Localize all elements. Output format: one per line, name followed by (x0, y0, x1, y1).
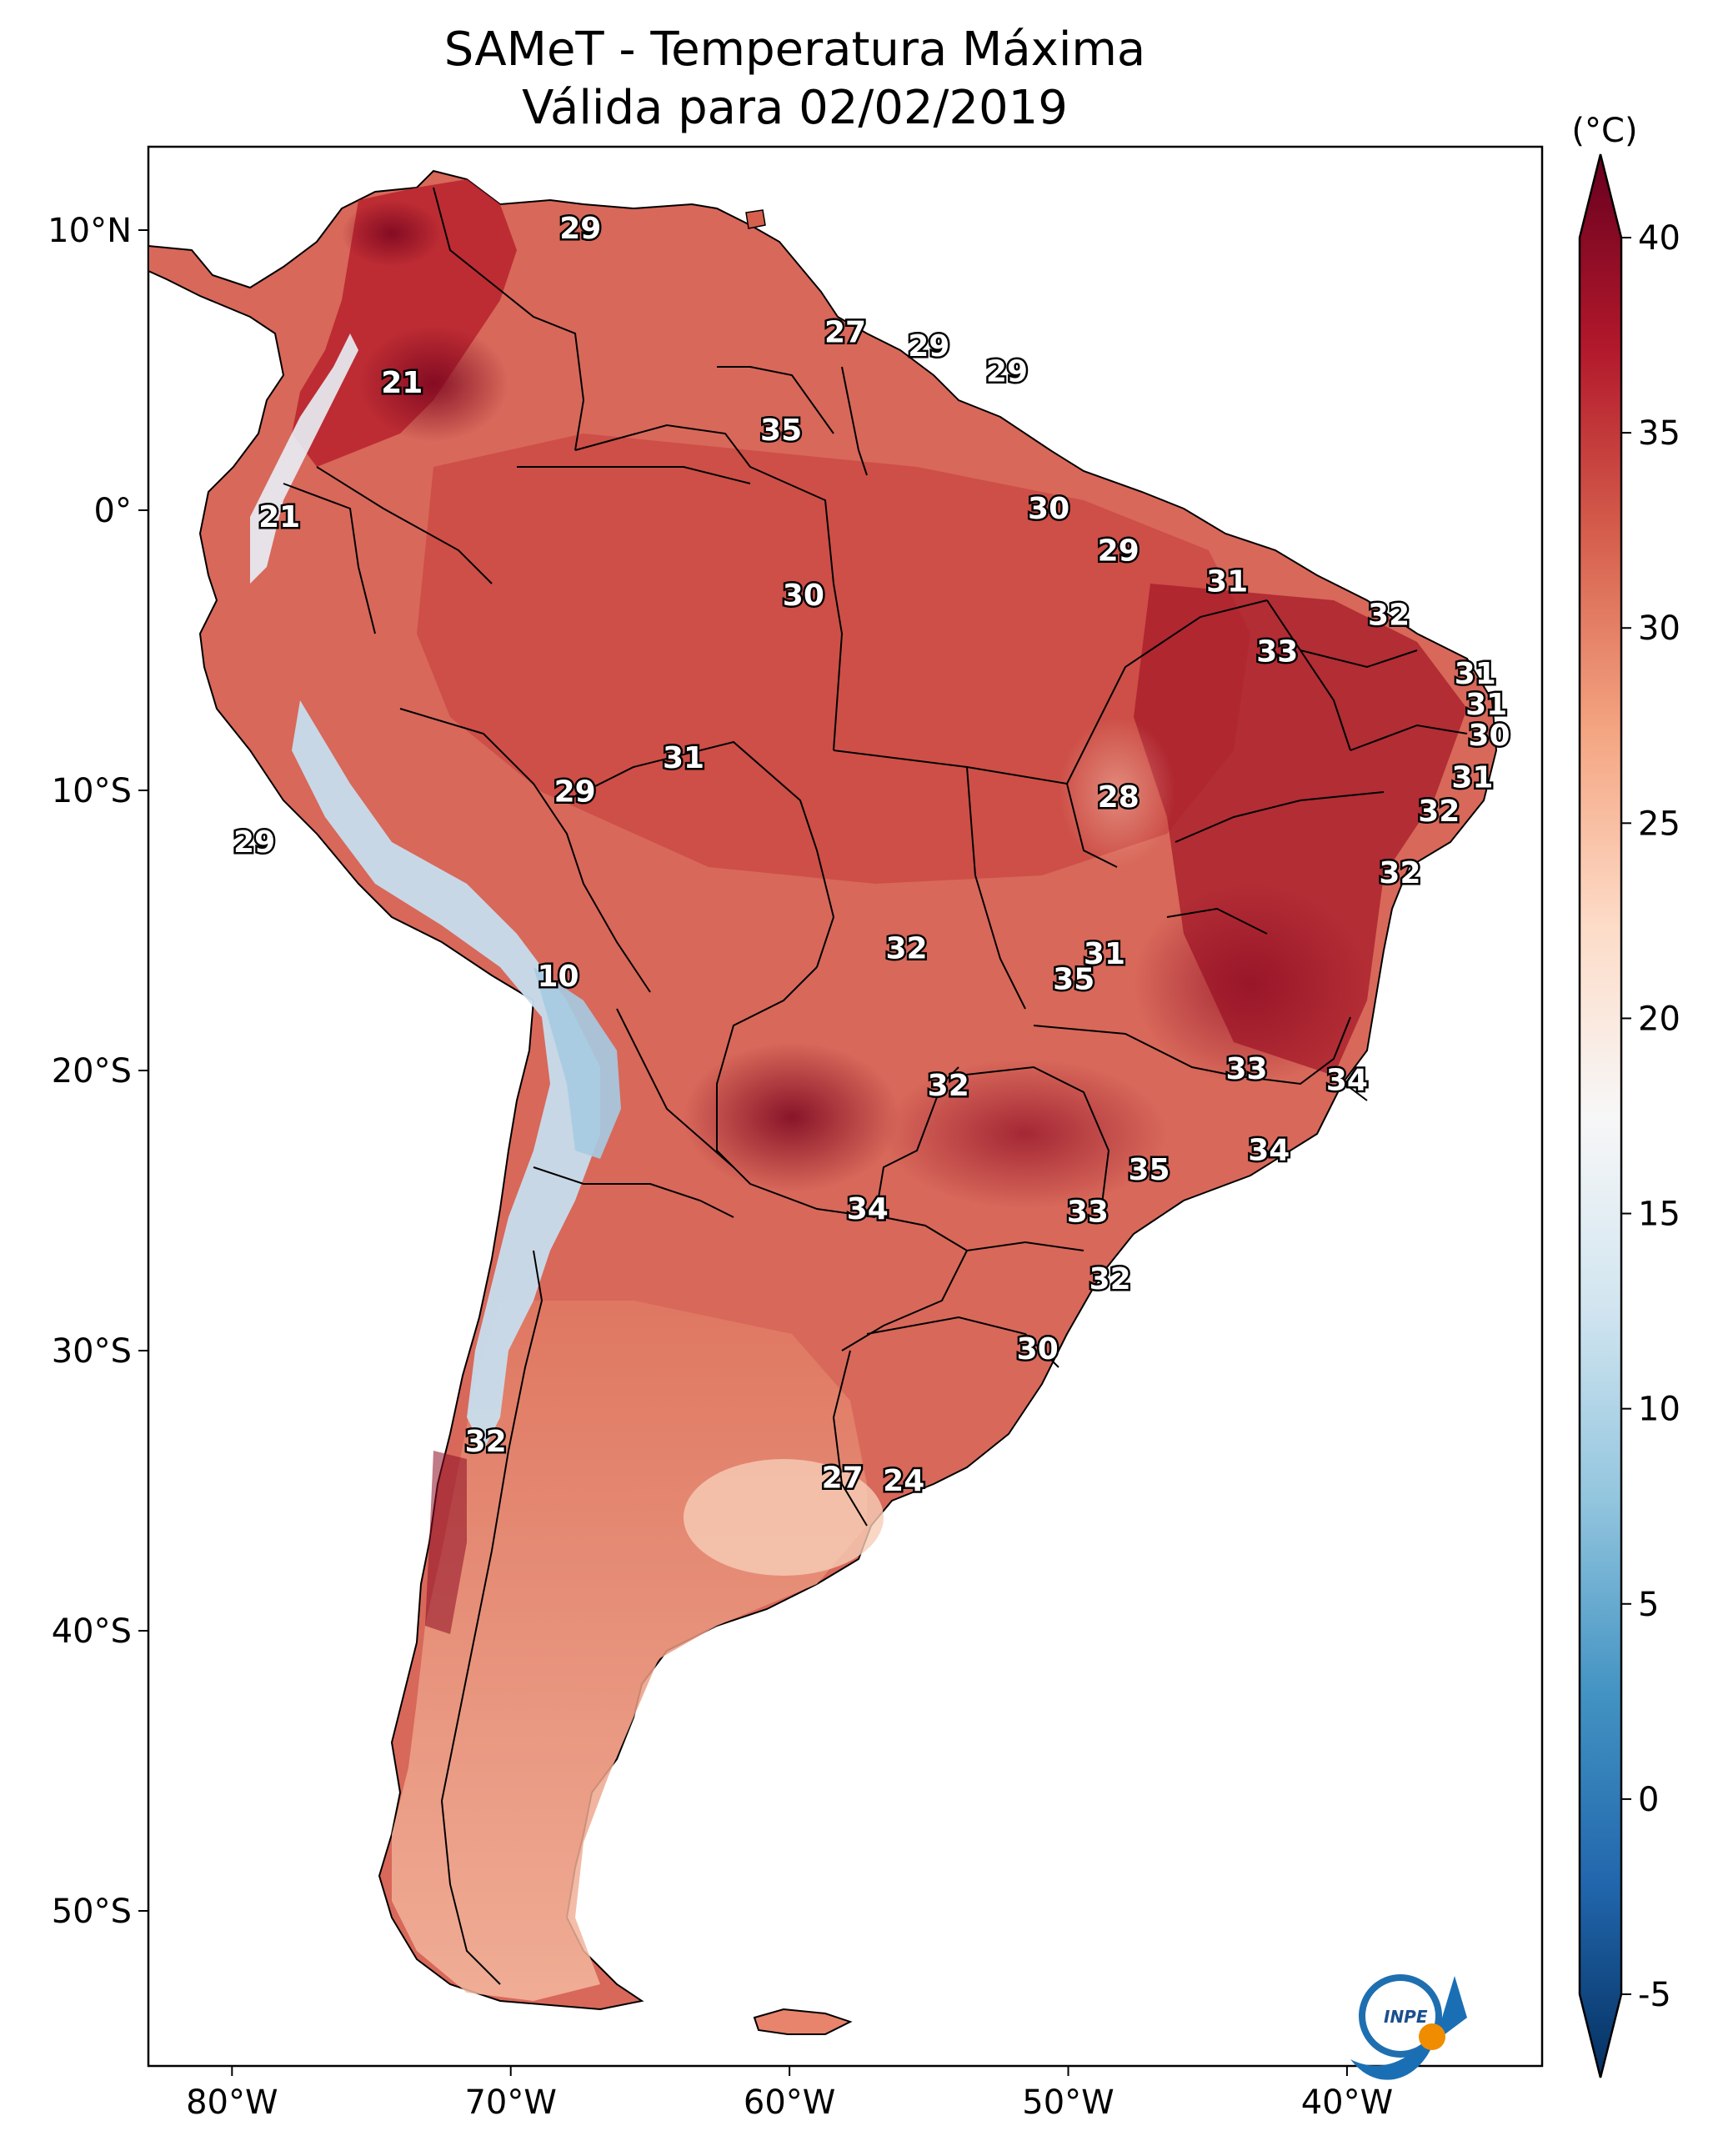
temperature-label: 29 (1098, 534, 1139, 568)
temperature-label: 30 (783, 579, 824, 613)
temperature-label: 28 (1098, 780, 1139, 815)
tocantins-cool (1059, 717, 1175, 867)
temperature-label: 32 (1418, 795, 1460, 829)
north-hot-band (292, 179, 517, 467)
lat-tick-label: 10°S (52, 772, 132, 810)
temperature-label: 34 (847, 1192, 889, 1226)
temperature-label: 35 (1053, 962, 1094, 996)
logo-text: INPE (1384, 2007, 1428, 2027)
lon-tick-label: 40°W (1301, 2083, 1393, 2122)
colorbar-body (1578, 153, 1623, 2078)
maracaibo-hotspot (342, 200, 442, 267)
colorbar-unit-label: (°C) (1571, 112, 1637, 150)
minas-hotspot (1134, 884, 1367, 1084)
altiplano-cold (533, 967, 621, 1159)
temperature-label: 32 (928, 1069, 969, 1103)
temperature-label: 30 (1017, 1332, 1059, 1366)
central-chile-hot (425, 1451, 467, 1634)
lat-tick-label: 50°S (52, 1893, 132, 1931)
colorbar-tick-label: 35 (1638, 414, 1680, 453)
temperature-label: 34 (1248, 1133, 1290, 1167)
temperature-label: 29 (554, 775, 596, 809)
temperature-label: 31 (1206, 564, 1248, 599)
temperature-label: 30 (1468, 719, 1510, 753)
colorbar: (°C) 40 35 30 25 20 15 10 5 0 -5 (1571, 112, 1680, 2078)
temperature-label: 32 (465, 1425, 507, 1459)
colorbar-tick-label: 25 (1638, 805, 1680, 843)
temperature-label: 30 (1028, 492, 1069, 526)
trinidad-island (745, 209, 766, 229)
colorbar-tick-label: 0 (1638, 1781, 1659, 1819)
temperature-label: 32 (1379, 856, 1420, 890)
country-borders (283, 187, 1468, 1985)
temperature-label: 32 (886, 932, 928, 966)
temperature-label: 10 (538, 960, 579, 994)
logo-ring (1359, 1974, 1442, 2058)
temperature-label: 32 (1089, 1262, 1131, 1296)
temperature-label: 29 (986, 354, 1028, 389)
chart-title-line2: Válida para 02/02/2019 (522, 81, 1068, 135)
colorbar-tick-label: 20 (1638, 1000, 1680, 1038)
colorbar-tick-label: 30 (1638, 609, 1680, 648)
temperature-label: 29 (908, 329, 949, 364)
longitude-axis: 80°W 70°W 60°W 50°W 40°W (186, 2066, 1393, 2122)
temperature-label: 24 (883, 1464, 924, 1498)
andes-north-cool (250, 333, 358, 584)
temperature-label: 32 (1368, 599, 1410, 633)
chaco-hotspot (684, 1042, 900, 1192)
colorbar-tick-label: 10 (1638, 1391, 1680, 1429)
lat-tick-label: 20°S (52, 1052, 132, 1091)
colorbar-tick-label: 40 (1638, 219, 1680, 258)
temperature-label: 29 (233, 825, 275, 860)
logo-orange-dot (1419, 2023, 1445, 2050)
lon-tick-label: 80°W (186, 2083, 278, 2122)
colorbar-tick-label: 5 (1638, 1586, 1659, 1624)
colorbar-tick-label: 15 (1638, 1196, 1680, 1234)
lon-tick-label: 70°W (464, 2083, 556, 2122)
temperature-label: 35 (760, 414, 802, 448)
inpe-logo: INPE (1350, 1974, 1467, 2080)
temperature-label: 31 (663, 741, 704, 775)
sao-paulo-hotspot (884, 1059, 1167, 1209)
temperature-field (148, 169, 1498, 2035)
lon-tick-label: 60°W (744, 2083, 835, 2122)
andes-cold (292, 700, 600, 1451)
lat-tick-label: 30°S (52, 1332, 132, 1371)
logo-arrow (1350, 1976, 1467, 2080)
temperature-label: 27 (822, 1462, 864, 1496)
temperature-label: 31 (1451, 761, 1493, 795)
temperature-label: 33 (1067, 1195, 1109, 1229)
lat-tick-label: 40°S (52, 1612, 132, 1651)
temperature-label: 33 (1225, 1052, 1267, 1086)
temperature-label: 31 (1084, 937, 1125, 971)
pampas-mild (684, 1459, 884, 1576)
temperature-label: 29 (559, 212, 601, 246)
temperature-label: 27 (824, 315, 866, 349)
chart-title-line1: SAMeT - Temperatura Máxima (443, 23, 1146, 77)
temperature-label: 21 (381, 366, 423, 400)
temperature-label: 33 (1256, 634, 1298, 669)
latitude-axis: 10°N 0° 10°S 20°S 30°S 40°S 50°S (48, 212, 148, 1931)
temperature-label: 21 (258, 500, 300, 534)
lat-tick-label: 10°N (48, 212, 132, 250)
lat-tick-label: 0° (94, 492, 132, 530)
temperature-label: 35 (1128, 1153, 1170, 1187)
colorbar-ticks: 40 35 30 25 20 15 10 5 0 -5 (1621, 219, 1680, 2014)
falkland-islands (753, 2008, 853, 2035)
colorbar-tick-label: -5 (1638, 1976, 1671, 2014)
temperature-label: 31 (1465, 688, 1507, 722)
lon-tick-label: 50°W (1022, 2083, 1114, 2122)
temperature-label: 31 (1455, 657, 1496, 691)
temperature-label: 34 (1326, 1063, 1368, 1097)
colombia-hotspot (358, 325, 508, 442)
